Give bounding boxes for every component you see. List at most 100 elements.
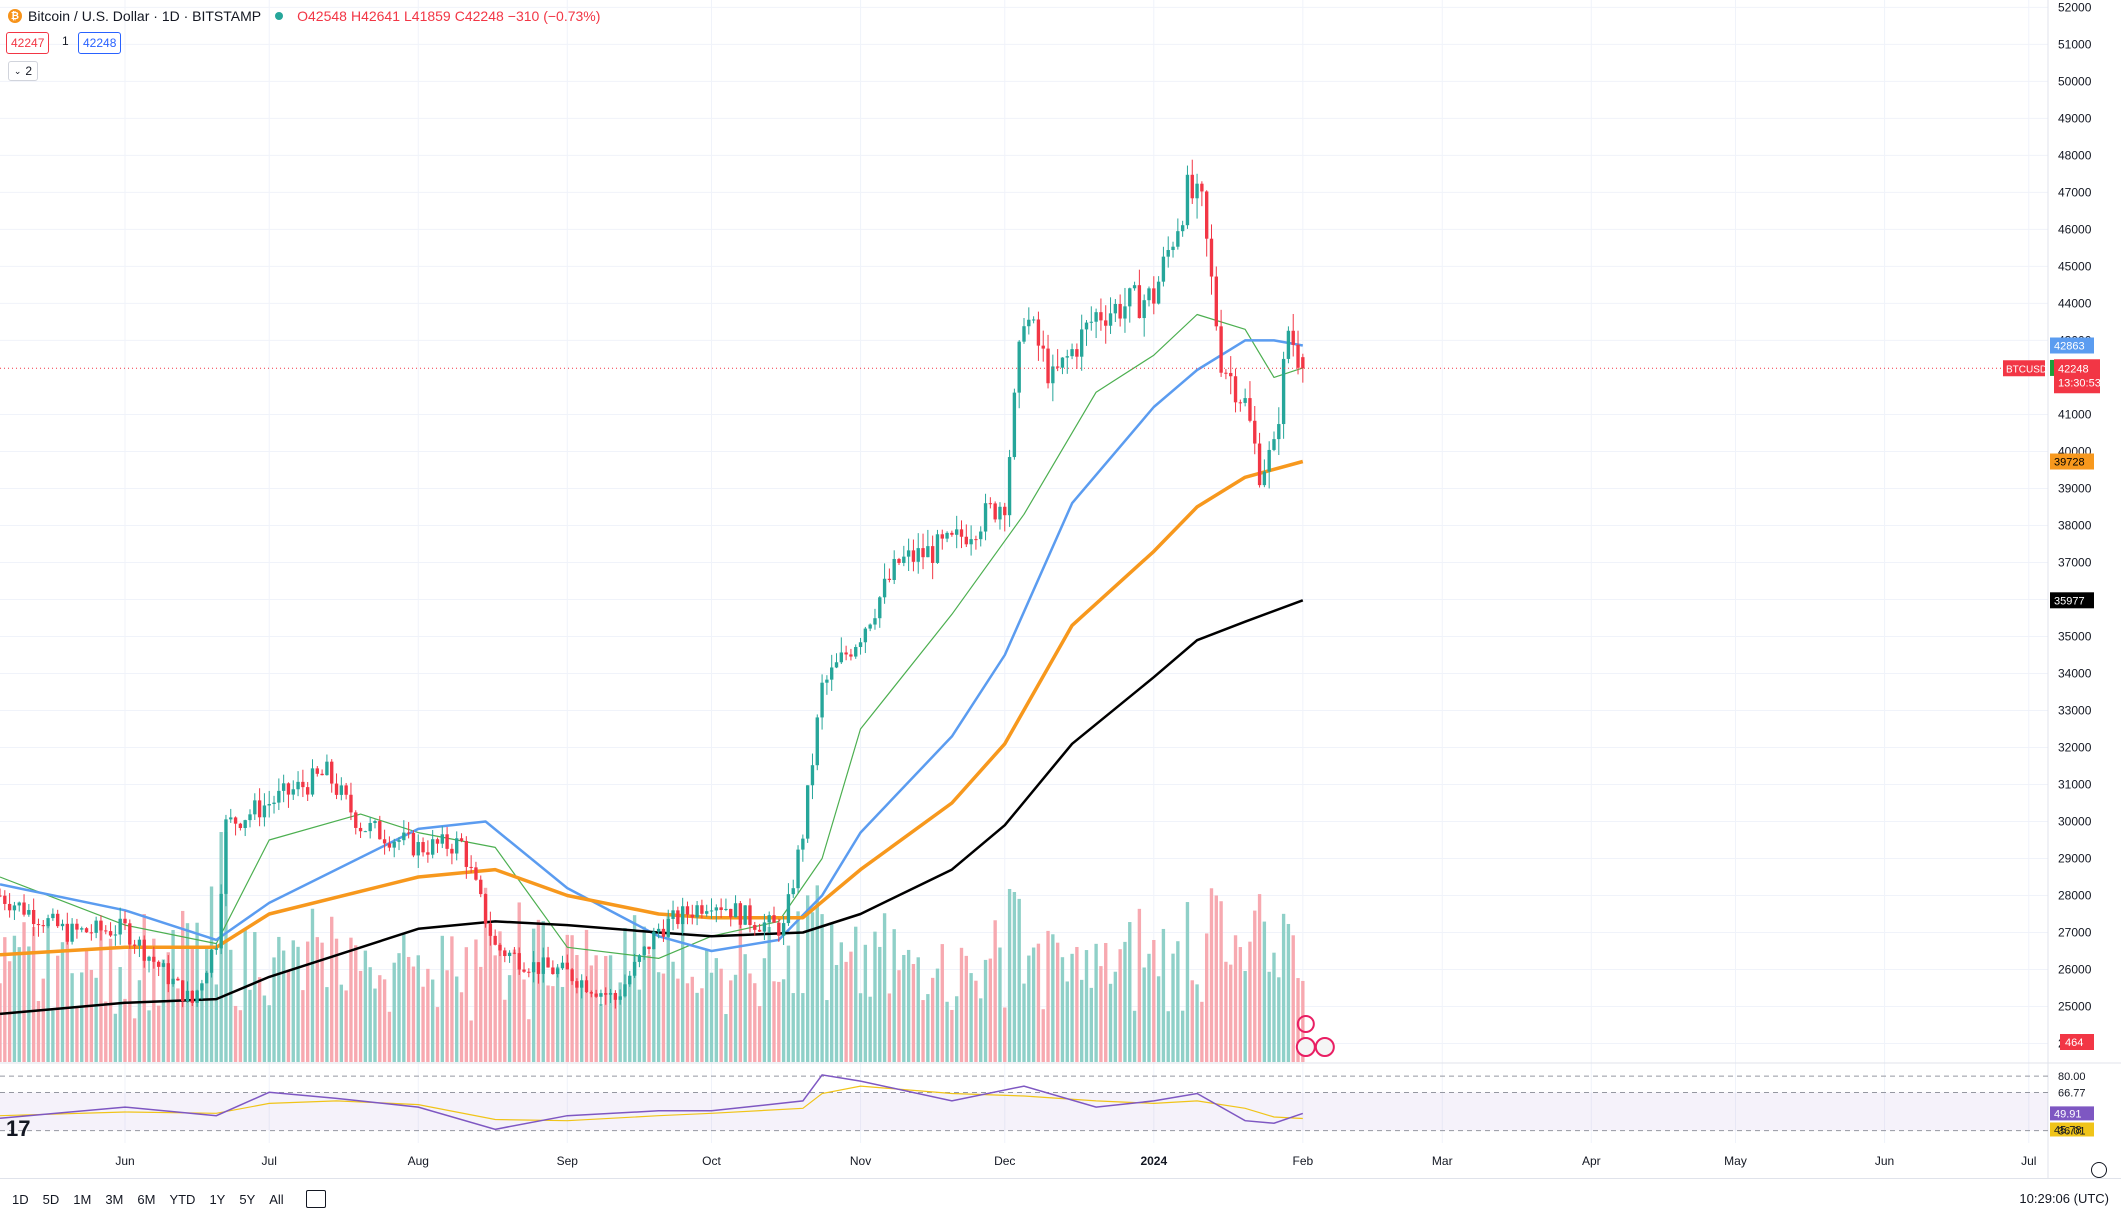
candle-body	[123, 918, 127, 924]
price-tick-label: 38000	[2058, 518, 2092, 532]
volume-bar	[301, 990, 305, 1062]
volume-bar	[1166, 1011, 1170, 1062]
volume-bar	[1012, 892, 1017, 1062]
candle-body	[1291, 330, 1295, 345]
candle-body	[368, 823, 372, 832]
candle-body	[575, 981, 579, 988]
timeframe-ytd[interactable]: YTD	[169, 1191, 196, 1207]
candle-body	[1277, 424, 1281, 440]
timeframe-6m[interactable]: 6M	[137, 1191, 156, 1207]
candle-body	[1224, 372, 1228, 374]
open-value: O42548	[297, 8, 347, 24]
price-tick-label: 26000	[2058, 962, 2092, 976]
volume-bar	[147, 1010, 151, 1062]
candle-body	[483, 894, 488, 924]
timeframe-3m[interactable]: 3M	[105, 1191, 124, 1207]
candle-body	[301, 781, 305, 788]
candle-body	[65, 923, 69, 942]
candle-body	[1012, 392, 1017, 458]
sell-price-button[interactable]: 42247	[6, 32, 50, 54]
symbol-title[interactable]: Bitcoin / U.S. Dollar · 1D · BITSTAMP	[28, 8, 262, 24]
timeframe-1y[interactable]: 1Y	[209, 1191, 226, 1207]
rsi-line	[0, 1074, 1304, 1131]
x-axis-label: May	[1724, 1154, 1747, 1168]
utc-clock[interactable]: 10:29:06 (UTC)	[2019, 1191, 2109, 1206]
volume-bar	[296, 946, 300, 1062]
indicators-toggle[interactable]: ⌄ 2	[8, 61, 38, 81]
volume-bar	[1080, 979, 1084, 1062]
rsi-tick-label: 66.77	[2058, 1088, 2086, 1100]
volume-bar	[541, 921, 545, 1062]
volume-bar	[176, 988, 180, 1062]
candle-body	[1272, 439, 1276, 450]
x-axis-label: 2024	[1140, 1154, 1167, 1168]
candle-body	[60, 923, 65, 927]
volume-bar	[233, 1005, 238, 1062]
candle-body	[450, 848, 454, 854]
volume-bar	[1214, 895, 1218, 1062]
rsi-value-tag	[2050, 1106, 2094, 1121]
volume-bar	[12, 935, 17, 1062]
candle-body	[705, 911, 709, 914]
timeframe-5d[interactable]: 5D	[42, 1191, 60, 1207]
volume-bar	[1036, 943, 1041, 1062]
volume-bar	[839, 942, 843, 1062]
volume-bar	[464, 947, 469, 1062]
candle-body	[1118, 303, 1122, 319]
timeframe-all[interactable]: All	[269, 1191, 284, 1207]
candle-body	[1099, 312, 1103, 321]
volume-bar	[1272, 952, 1276, 1062]
volume-bar	[397, 953, 401, 1062]
candle-body	[330, 761, 334, 784]
volume-bar	[1301, 980, 1305, 1062]
candle-body	[181, 980, 185, 1002]
volume-bar	[262, 995, 267, 1062]
price-tick-label: 37000	[2058, 555, 2092, 569]
candle-body	[233, 817, 238, 824]
settings-gear-icon[interactable]	[2091, 1162, 2107, 1178]
volume-bar	[863, 944, 868, 1062]
price-tick-label: 44000	[2058, 296, 2092, 310]
volume-bar	[1041, 1009, 1045, 1062]
timeframe-1m[interactable]: 1M	[73, 1191, 92, 1207]
volume-bar	[416, 955, 420, 1062]
candle-body	[84, 928, 89, 933]
volume-bar	[507, 975, 512, 1062]
candle-body	[46, 918, 50, 927]
volume-bar	[3, 937, 7, 1062]
candle-body	[1176, 231, 1180, 247]
volume-bar	[887, 993, 892, 1062]
calendar-icon[interactable]	[305, 1190, 326, 1208]
candle-body	[930, 546, 935, 563]
candle-body	[296, 781, 300, 790]
rsi-ma-label: 45.78	[2054, 1124, 2082, 1136]
volume-bar	[488, 927, 493, 1062]
timeframe-5y[interactable]: 5Y	[239, 1191, 256, 1207]
volume-bar	[387, 1011, 392, 1062]
volume-bar	[902, 954, 906, 1062]
candle-body	[305, 787, 310, 795]
candle-body	[80, 928, 84, 930]
candle-body	[955, 529, 959, 535]
volume-bar	[445, 970, 449, 1062]
volume-bar	[618, 982, 622, 1062]
volume-bar	[565, 934, 569, 1062]
candle-body	[349, 794, 353, 813]
volume-bar	[1084, 950, 1089, 1062]
volume-bar	[786, 945, 791, 1062]
volume-bar	[555, 966, 560, 1062]
volume-bar	[1118, 949, 1122, 1062]
candle-body	[190, 990, 194, 1003]
volume-bar	[1195, 984, 1199, 1062]
buy-price-button[interactable]: 42248	[78, 32, 122, 54]
volume-bar	[983, 959, 988, 1062]
volume-bar	[1132, 1010, 1137, 1062]
volume-bar	[1070, 953, 1074, 1062]
ma-line-ma100	[0, 459, 1304, 957]
candle-body	[464, 841, 469, 867]
timeframe-1d[interactable]: 1D	[12, 1191, 29, 1207]
volume-bar	[1094, 943, 1098, 1062]
candle-body	[541, 957, 545, 974]
candle-body	[719, 907, 723, 910]
